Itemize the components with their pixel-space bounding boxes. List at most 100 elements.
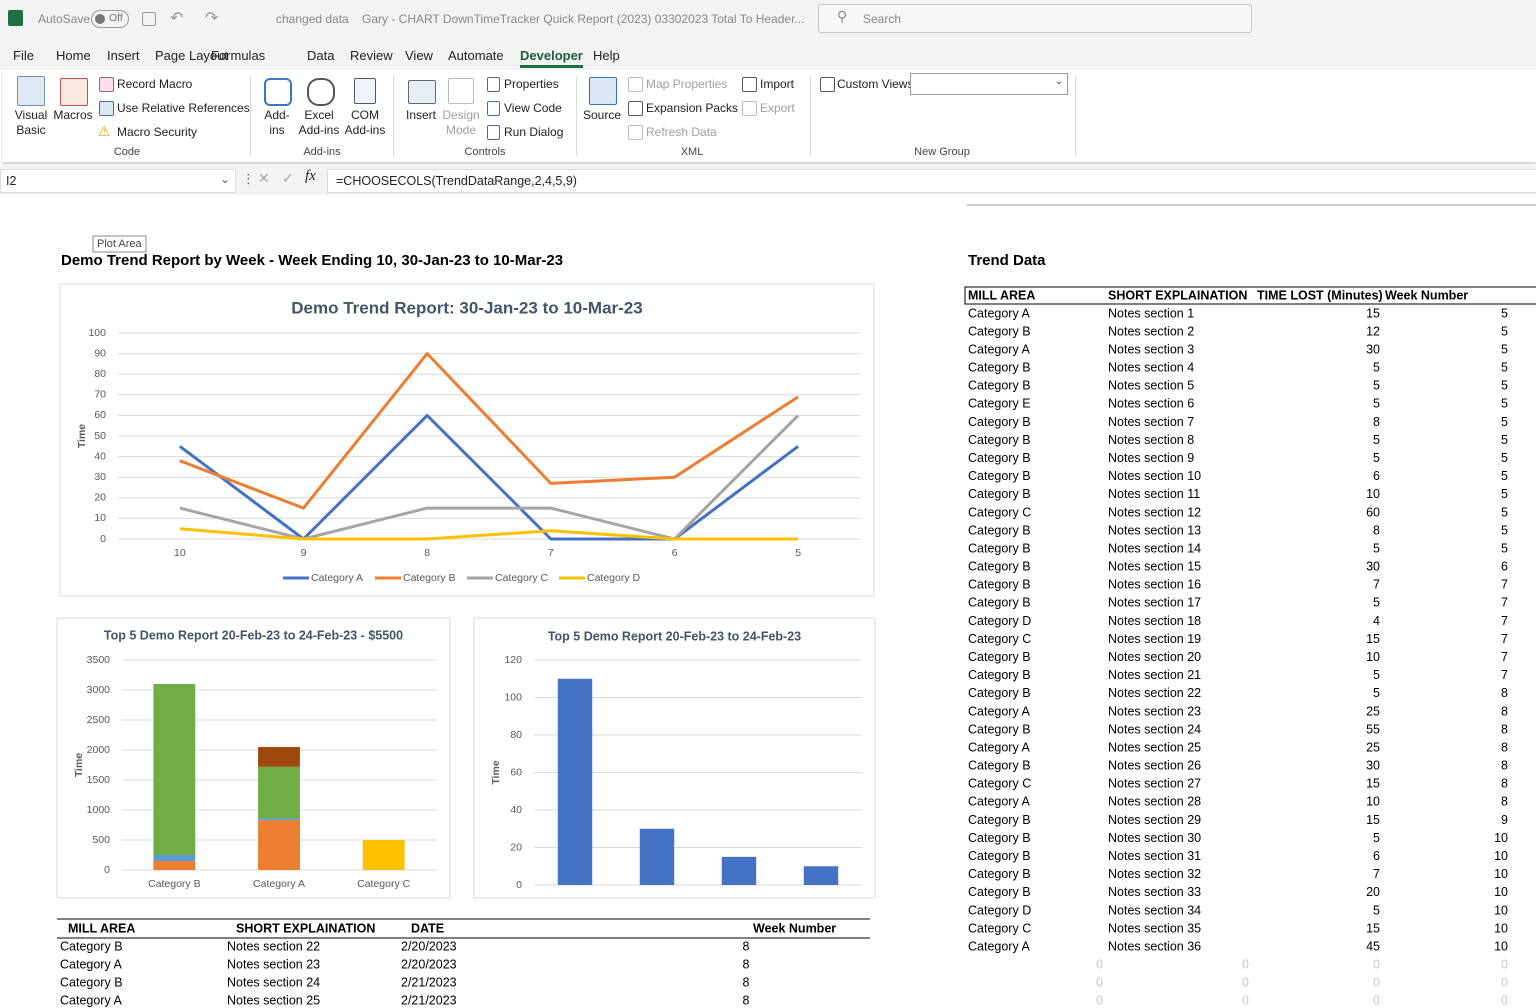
menu-tab[interactable]: Automate [448,48,504,63]
group-label: New Group [914,146,970,158]
menu-tab[interactable]: Developer [520,48,583,68]
views-dropdown[interactable]: ⌄ [910,73,1068,95]
add-ins-button[interactable]: Add-ins [264,108,290,137]
file-name[interactable]: Gary - CHART DownTimeTracker Quick Repor… [362,12,805,26]
excel-addins-icon [307,78,335,106]
excel-add-ins-button[interactable]: Excel Add-ins [298,108,340,137]
source-button[interactable]: Source [582,108,622,122]
relative-references-button[interactable]: Use Relative References [117,101,250,115]
view-code-button[interactable]: View Code [504,101,562,115]
import-button[interactable]: Import [760,77,795,91]
bar [258,820,300,870]
y-tick-label: 1000 [87,804,111,816]
table-cell: 7 [1501,614,1508,628]
table-cell: Category B [968,668,1031,682]
group-label: Code [113,146,141,158]
visual-basic-button[interactable]: Visual Basic [14,108,48,137]
menu-tab[interactable]: Formulas [211,48,266,63]
empty-cell: 0 [1242,976,1249,990]
undo-icon[interactable]: ↶ [170,10,184,27]
table-cell: Notes section 34 [1108,903,1201,917]
table-cell: 5 [1373,596,1380,610]
insert-control-button[interactable]: Insert [405,108,436,122]
empty-cell: 0 [1096,958,1103,972]
table-cell: 30 [1366,342,1380,356]
table-cell: 5 [1373,433,1380,447]
table-cell: 10 [1494,867,1508,881]
macros-button[interactable]: Macros [53,108,93,122]
table-cell: Category A [60,957,123,971]
y-tick-label: 20 [94,492,106,504]
menu-tab[interactable]: Page Layout [155,48,229,63]
cancel-icon[interactable]: ✕ [258,170,270,186]
status-text: changed data [276,12,349,26]
search-box[interactable]: ⚲ Search [818,4,1252,33]
table-cell: 6 [1373,469,1380,483]
table-cell: Category B [968,722,1031,736]
design-mode-button[interactable]: Design Mode [442,108,480,137]
bar [557,678,593,885]
table-cell: 5 [1501,523,1508,537]
menu-tab[interactable]: Home [56,48,91,63]
line-series [179,527,799,541]
save-icon[interactable] [142,12,156,26]
table-cell: Notes section 13 [1108,523,1201,537]
table-cell: Notes section 32 [1108,867,1201,881]
table-cell: 5 [1501,397,1508,411]
excel-icon[interactable] [8,10,23,26]
custom-views-button[interactable]: Custom Views [837,77,914,91]
name-box[interactable]: I2 ⌄ [0,169,236,193]
x-tick-label: Category B [148,878,201,890]
tooltip: Plot Area [97,238,143,250]
table-cell: Category B [968,849,1031,863]
relative-icon [99,101,114,116]
y-tick-label: 100 [88,327,106,339]
table-cell: Category B [60,939,123,953]
menu-tab[interactable]: View [405,48,433,63]
table-cell: Notes section 2 [1108,324,1194,338]
table-cell: 5 [1501,342,1508,356]
macro-security-button[interactable]: Macro Security [117,125,198,139]
run-dialog-button[interactable]: Run Dialog [504,125,564,139]
table-cell: Notes section 33 [1108,885,1201,899]
table-cell: 10 [1366,795,1380,809]
table-cell: Notes section 15 [1108,560,1201,574]
table-cell: Category A [968,342,1031,356]
table-cell: Category B [968,650,1031,664]
bar [803,866,839,885]
menu-tab[interactable]: Help [593,48,620,63]
table-cell: Notes section 27 [1108,777,1201,791]
properties-button[interactable]: Properties [504,77,559,91]
table-cell: Category C [968,505,1031,519]
table-cell: 4 [1373,614,1380,628]
formula-input[interactable]: =CHOOSECOLS(TrendDataRange,2,4,5,9) [327,169,1536,193]
x-tick-label: Category A [253,878,305,890]
record-macro-button[interactable]: Record Macro [117,77,193,91]
table-cell: 5 [1501,361,1508,375]
y-tick-label: 60 [94,409,106,421]
table-header-border [964,286,1536,305]
refresh-data-button[interactable]: Refresh Data [646,125,717,139]
title-bar: AutoSave Off ↶ ↷ changed data Gary - CHA… [0,0,1536,70]
separator [810,76,811,156]
table-cell: Notes section 10 [1108,469,1201,483]
menu-tab[interactable]: File [13,48,34,63]
table-cell: 5 [1501,306,1508,320]
menu-tab[interactable]: Data [307,48,335,63]
menu-tab[interactable]: Insert [107,48,140,63]
table-cell: Category A [60,993,123,1007]
expansion-packs-button[interactable]: Expansion Packs [646,101,739,115]
map-properties-button[interactable]: Map Properties [646,77,728,91]
export-button[interactable]: Export [760,101,795,115]
chart-area [59,283,875,597]
redo-icon[interactable]: ↷ [205,10,219,27]
table-cell: 5 [1501,487,1508,501]
search-icon: ⚲ [837,8,848,24]
y-tick-label: 500 [92,834,110,846]
enter-icon[interactable]: ✓ [282,170,294,186]
function-icon[interactable]: fx [305,168,316,184]
menu-tab[interactable]: Review [350,48,393,63]
com-add-ins-button[interactable]: COM Add-ins [344,108,386,137]
autosave-toggle[interactable]: Off [91,10,129,28]
